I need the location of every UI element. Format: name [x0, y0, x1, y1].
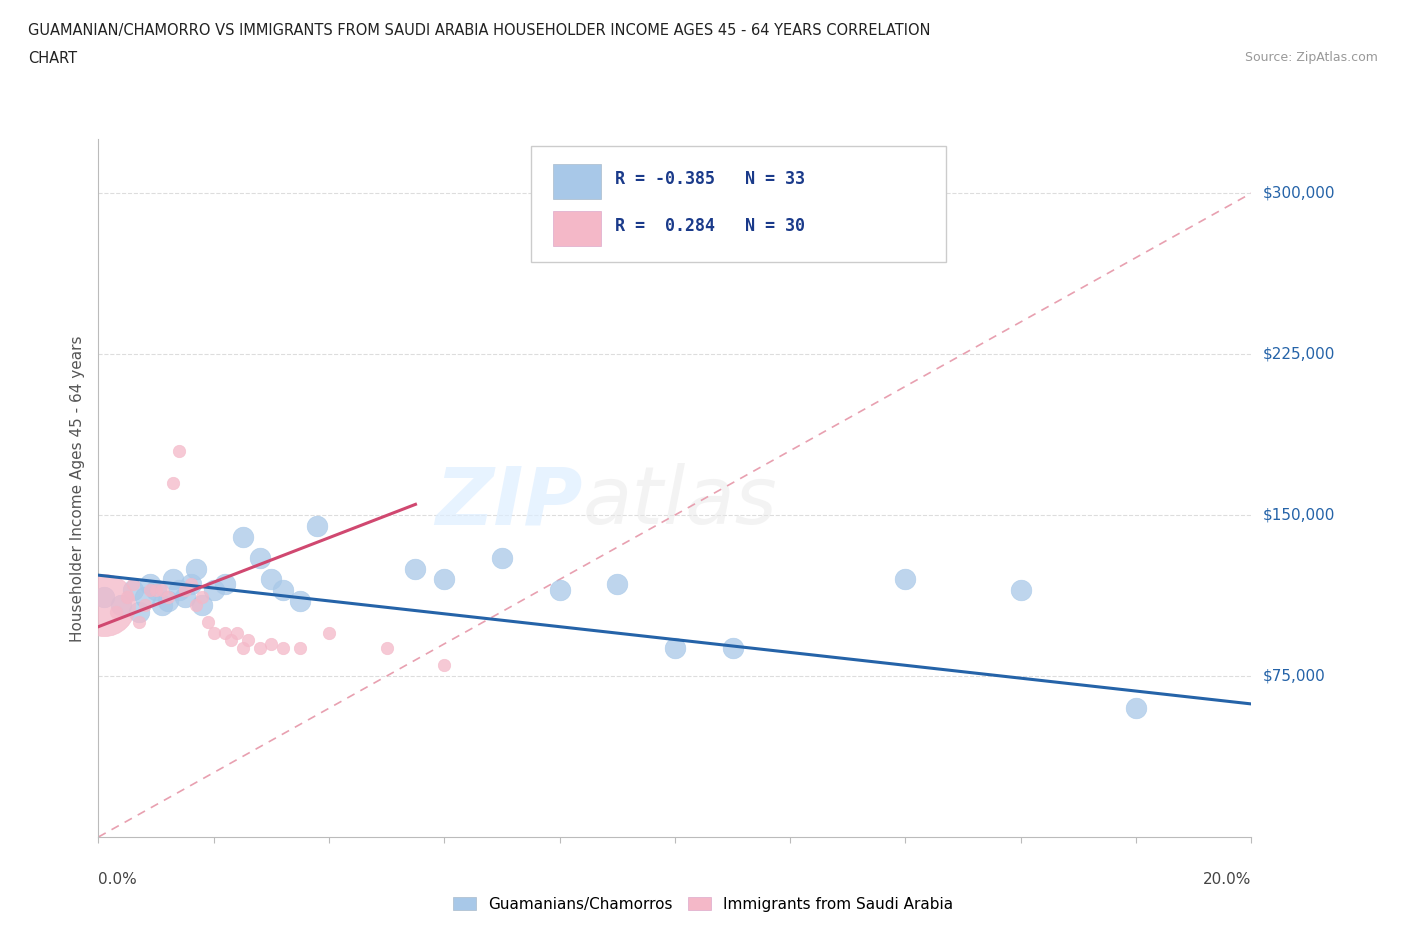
Text: 0.0%: 0.0%: [98, 872, 138, 887]
Point: [290, 593, 312, 608]
Text: atlas: atlas: [582, 463, 778, 541]
Point: [214, 626, 236, 641]
Point: [167, 583, 190, 598]
FancyBboxPatch shape: [530, 147, 946, 261]
Text: ZIP: ZIP: [436, 463, 582, 541]
Point: [110, 598, 132, 613]
Point: [721, 641, 744, 656]
Point: [249, 551, 271, 565]
Bar: [553, 211, 602, 246]
Point: [664, 641, 686, 656]
Point: [433, 658, 456, 672]
Point: [139, 583, 162, 598]
Point: [219, 632, 242, 647]
Point: [139, 577, 162, 591]
Point: [104, 604, 127, 619]
Point: [405, 562, 427, 577]
Point: [93, 590, 115, 604]
Text: R =  0.284   N = 30: R = 0.284 N = 30: [614, 217, 804, 235]
Point: [1010, 583, 1032, 598]
Point: [150, 598, 173, 613]
Point: [150, 583, 173, 598]
Point: [167, 444, 190, 458]
Point: [197, 615, 219, 630]
Point: [93, 598, 115, 613]
Point: [231, 529, 254, 544]
Point: [1125, 701, 1147, 716]
Point: [134, 598, 156, 613]
Y-axis label: Householder Income Ages 45 - 64 years: Householder Income Ages 45 - 64 years: [70, 335, 86, 642]
Point: [271, 583, 294, 598]
Point: [180, 577, 202, 591]
Point: [128, 604, 150, 619]
Point: [191, 590, 214, 604]
Text: 20.0%: 20.0%: [1204, 872, 1251, 887]
Point: [156, 593, 179, 608]
Point: [117, 590, 138, 604]
Text: $225,000: $225,000: [1263, 347, 1334, 362]
Point: [238, 632, 260, 647]
Point: [318, 626, 340, 641]
Point: [260, 572, 283, 587]
Point: [307, 518, 329, 533]
Text: Source: ZipAtlas.com: Source: ZipAtlas.com: [1244, 51, 1378, 64]
Bar: [553, 164, 602, 199]
Point: [191, 598, 214, 613]
Point: [134, 590, 156, 604]
Point: [202, 583, 225, 598]
Text: GUAMANIAN/CHAMORRO VS IMMIGRANTS FROM SAUDI ARABIA HOUSEHOLDER INCOME AGES 45 - : GUAMANIAN/CHAMORRO VS IMMIGRANTS FROM SA…: [28, 23, 931, 38]
Point: [174, 590, 197, 604]
Point: [491, 551, 513, 565]
Point: [271, 641, 294, 656]
Point: [433, 572, 456, 587]
Point: [122, 577, 145, 591]
Text: R = -0.385   N = 33: R = -0.385 N = 33: [614, 170, 804, 188]
Point: [548, 583, 571, 598]
Point: [375, 641, 398, 656]
Point: [225, 626, 247, 641]
Point: [174, 583, 197, 598]
Point: [186, 562, 208, 577]
Point: [162, 475, 184, 490]
Point: [180, 577, 202, 591]
Text: $150,000: $150,000: [1263, 508, 1334, 523]
Point: [145, 583, 167, 598]
Point: [202, 626, 225, 641]
Point: [145, 583, 167, 598]
Text: CHART: CHART: [28, 51, 77, 66]
Text: $75,000: $75,000: [1263, 669, 1326, 684]
Point: [231, 641, 254, 656]
Point: [128, 615, 150, 630]
Point: [214, 577, 236, 591]
Point: [290, 641, 312, 656]
Point: [606, 577, 628, 591]
Text: $300,000: $300,000: [1263, 186, 1334, 201]
Point: [894, 572, 917, 587]
Point: [260, 636, 283, 651]
Point: [122, 583, 145, 598]
Point: [249, 641, 271, 656]
Point: [156, 590, 179, 604]
Point: [186, 598, 208, 613]
Point: [162, 572, 184, 587]
Legend: Guamanians/Chamorros, Immigrants from Saudi Arabia: Guamanians/Chamorros, Immigrants from Sa…: [447, 890, 959, 918]
